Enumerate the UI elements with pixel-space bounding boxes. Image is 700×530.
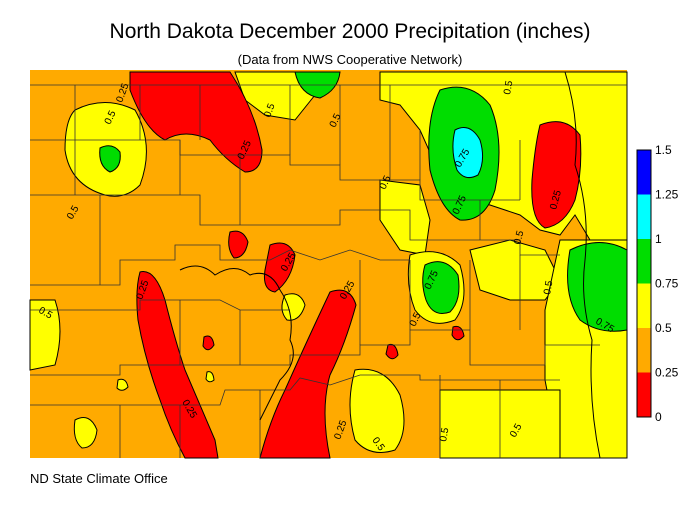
contour-label: 0.5 bbox=[103, 109, 119, 127]
legend-label: 0.75 bbox=[655, 277, 679, 291]
contour-label: 0.5 bbox=[328, 112, 344, 130]
rivers-and-borders bbox=[179, 71, 601, 459]
legend-label: 0 bbox=[655, 410, 662, 424]
legend-swatch bbox=[637, 194, 651, 239]
legend-label: 1 bbox=[655, 232, 662, 246]
contour-label: 0.5 bbox=[378, 174, 394, 192]
legend-swatch bbox=[637, 372, 651, 417]
legend-frame bbox=[636, 149, 652, 418]
legend-label: 1.25 bbox=[655, 188, 679, 202]
contour-label: 0.5 bbox=[542, 279, 555, 295]
map-title: North Dakota December 2000 Precipitation… bbox=[109, 20, 591, 43]
legend-label: 0.25 bbox=[655, 366, 679, 380]
legend: 0 0.25 0.5 0.75 1 1.25 1.5 bbox=[636, 143, 679, 424]
county-boundaries bbox=[30, 84, 627, 458]
contour-label: 0.5 bbox=[438, 426, 451, 442]
contour-label: 0.5 bbox=[262, 102, 277, 119]
cyan-region bbox=[452, 127, 484, 179]
contour-label: 0.25 bbox=[548, 189, 564, 211]
contour-label: 0.5 bbox=[408, 311, 424, 329]
legend-swatch bbox=[637, 239, 651, 284]
credit-text: ND State Climate Office bbox=[30, 471, 168, 486]
contour-label: 0.5 bbox=[512, 229, 526, 246]
legend-swatch bbox=[637, 328, 651, 373]
legend-label: 0.5 bbox=[655, 321, 672, 335]
legend-swatch bbox=[637, 283, 651, 328]
map-subtitle: (Data from NWS Cooperative Network) bbox=[237, 52, 463, 67]
legend-label: 1.5 bbox=[655, 143, 672, 157]
contour-label: 0.5 bbox=[502, 79, 515, 95]
legend-swatch bbox=[637, 150, 651, 195]
red-regions bbox=[129, 71, 582, 459]
